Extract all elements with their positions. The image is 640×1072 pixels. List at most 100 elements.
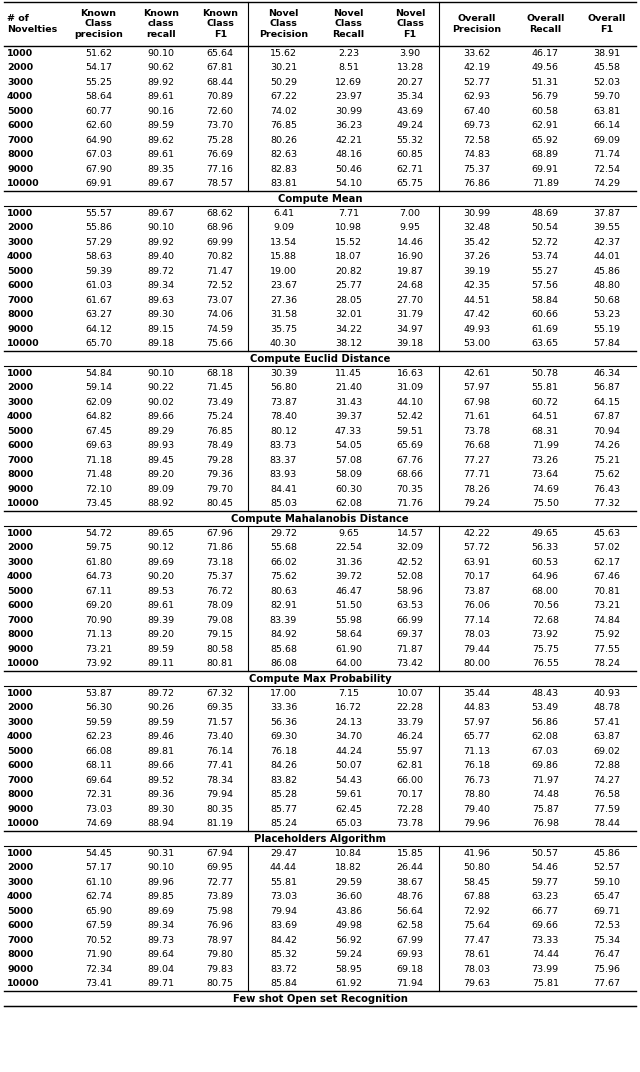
Text: 76.98: 76.98	[532, 819, 559, 829]
Text: 79.70: 79.70	[207, 485, 234, 494]
Text: 72.88: 72.88	[593, 761, 620, 771]
Text: 77.59: 77.59	[593, 805, 620, 814]
Text: 83.72: 83.72	[270, 965, 297, 973]
Text: 89.72: 89.72	[147, 267, 174, 276]
Text: 88.92: 88.92	[147, 500, 174, 508]
Text: 67.94: 67.94	[207, 849, 234, 858]
Text: 62.74: 62.74	[85, 892, 112, 902]
Text: 73.89: 73.89	[207, 892, 234, 902]
Text: 73.70: 73.70	[207, 121, 234, 131]
Text: 48.69: 48.69	[532, 209, 559, 218]
Text: 67.90: 67.90	[85, 165, 112, 174]
Text: 75.81: 75.81	[532, 979, 559, 988]
Text: 50.68: 50.68	[593, 296, 620, 304]
Text: 37.87: 37.87	[593, 209, 620, 218]
Text: 59.10: 59.10	[593, 878, 620, 887]
Text: 90.10: 90.10	[147, 863, 174, 873]
Text: 47.42: 47.42	[463, 310, 490, 319]
Text: 74.02: 74.02	[270, 107, 297, 116]
Text: 59.70: 59.70	[593, 92, 620, 101]
Text: 74.69: 74.69	[85, 819, 112, 829]
Text: 82.91: 82.91	[270, 601, 297, 610]
Text: 46.34: 46.34	[593, 369, 620, 377]
Text: 66.00: 66.00	[397, 776, 424, 785]
Text: 62.71: 62.71	[397, 165, 424, 174]
Text: 69.73: 69.73	[463, 121, 490, 131]
Text: 76.06: 76.06	[463, 601, 490, 610]
Text: 69.20: 69.20	[85, 601, 112, 610]
Text: 65.64: 65.64	[207, 48, 234, 58]
Text: 51.31: 51.31	[532, 78, 559, 87]
Text: 61.92: 61.92	[335, 979, 362, 988]
Text: 86.08: 86.08	[270, 659, 297, 668]
Text: 70.17: 70.17	[463, 572, 490, 581]
Text: 65.69: 65.69	[397, 442, 424, 450]
Text: 62.45: 62.45	[335, 805, 362, 814]
Text: Overall
Recall: Overall Recall	[526, 14, 564, 33]
Text: 72.54: 72.54	[593, 165, 620, 174]
Text: 54.45: 54.45	[85, 849, 112, 858]
Text: 64.96: 64.96	[532, 572, 559, 581]
Text: 31.58: 31.58	[270, 310, 297, 319]
Text: 67.22: 67.22	[270, 92, 297, 101]
Text: 5000: 5000	[7, 107, 33, 116]
Text: 63.65: 63.65	[532, 339, 559, 348]
Text: 72.34: 72.34	[85, 965, 112, 973]
Text: 73.49: 73.49	[207, 398, 234, 406]
Text: 58.09: 58.09	[335, 471, 362, 479]
Text: 54.84: 54.84	[85, 369, 112, 377]
Text: 10000: 10000	[7, 979, 40, 988]
Text: 65.47: 65.47	[593, 892, 620, 902]
Text: 55.81: 55.81	[270, 878, 297, 887]
Text: 65.90: 65.90	[85, 907, 112, 915]
Text: 69.99: 69.99	[207, 238, 234, 247]
Text: 61.90: 61.90	[335, 644, 362, 654]
Text: 71.94: 71.94	[397, 979, 424, 988]
Text: 72.77: 72.77	[207, 878, 234, 887]
Text: 18.07: 18.07	[335, 252, 362, 262]
Text: 62.08: 62.08	[532, 732, 559, 741]
Text: 48.78: 48.78	[593, 703, 620, 712]
Text: 89.35: 89.35	[147, 165, 174, 174]
Text: Placeholders Algorithm: Placeholders Algorithm	[254, 834, 386, 844]
Text: 27.70: 27.70	[397, 296, 424, 304]
Text: 73.21: 73.21	[85, 644, 112, 654]
Text: Few shot Open set Recognition: Few shot Open set Recognition	[232, 994, 408, 1003]
Text: 46.47: 46.47	[335, 586, 362, 596]
Text: 64.51: 64.51	[532, 413, 559, 421]
Text: 89.73: 89.73	[147, 936, 174, 944]
Text: 38.91: 38.91	[593, 48, 620, 58]
Text: 63.87: 63.87	[593, 732, 620, 741]
Text: 71.47: 71.47	[207, 267, 234, 276]
Text: 85.24: 85.24	[270, 819, 297, 829]
Text: 75.87: 75.87	[532, 805, 559, 814]
Text: 57.56: 57.56	[532, 281, 559, 291]
Text: 39.37: 39.37	[335, 413, 362, 421]
Text: 77.27: 77.27	[463, 456, 490, 465]
Text: 89.09: 89.09	[147, 485, 174, 494]
Text: 10000: 10000	[7, 659, 40, 668]
Text: 70.17: 70.17	[397, 790, 424, 800]
Text: 63.91: 63.91	[463, 557, 490, 567]
Text: 78.44: 78.44	[593, 819, 620, 829]
Text: 89.66: 89.66	[147, 761, 174, 771]
Text: 26.44: 26.44	[397, 863, 424, 873]
Text: 35.44: 35.44	[463, 688, 490, 698]
Text: 74.59: 74.59	[207, 325, 234, 333]
Text: 52.03: 52.03	[593, 78, 620, 87]
Text: 57.97: 57.97	[463, 384, 490, 392]
Text: 59.75: 59.75	[85, 544, 112, 552]
Text: 60.85: 60.85	[397, 150, 424, 160]
Text: 89.72: 89.72	[147, 688, 174, 698]
Text: 89.15: 89.15	[147, 325, 174, 333]
Text: 71.18: 71.18	[85, 456, 112, 465]
Text: 61.69: 61.69	[532, 325, 559, 333]
Text: 66.14: 66.14	[593, 121, 620, 131]
Text: 37.26: 37.26	[463, 252, 490, 262]
Text: 75.96: 75.96	[593, 965, 620, 973]
Text: 42.52: 42.52	[397, 557, 424, 567]
Text: 69.66: 69.66	[532, 921, 559, 930]
Text: 89.59: 89.59	[147, 644, 174, 654]
Text: 57.41: 57.41	[593, 718, 620, 727]
Text: 70.56: 70.56	[532, 601, 559, 610]
